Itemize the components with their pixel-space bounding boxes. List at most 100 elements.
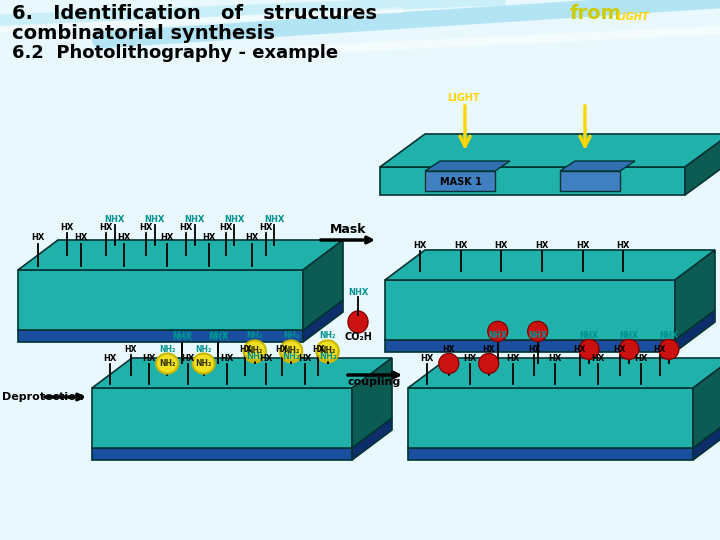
- Text: Deprotection: Deprotection: [2, 392, 84, 402]
- Text: HX: HX: [413, 241, 427, 250]
- Polygon shape: [303, 300, 343, 342]
- Text: NH₂: NH₂: [319, 353, 336, 361]
- Text: HX: HX: [549, 354, 562, 363]
- Text: NHX: NHX: [209, 332, 228, 340]
- Text: NH₂: NH₂: [283, 346, 300, 355]
- Text: HX: HX: [32, 233, 45, 242]
- Bar: [425, 171, 495, 191]
- Text: HX: HX: [181, 354, 194, 363]
- Text: 6.2  Photolithography - example: 6.2 Photolithography - example: [12, 44, 338, 62]
- Text: NH₂: NH₂: [247, 332, 263, 340]
- Text: HX: HX: [591, 354, 605, 363]
- Bar: [560, 171, 620, 191]
- Text: HX: HX: [220, 223, 233, 232]
- Text: NHX: NHX: [224, 214, 245, 224]
- Text: HX: HX: [654, 345, 666, 354]
- Text: HX: HX: [574, 345, 586, 354]
- Text: HX: HX: [259, 223, 273, 232]
- Polygon shape: [18, 330, 303, 342]
- Text: NH₂: NH₂: [159, 345, 176, 354]
- Polygon shape: [380, 167, 685, 195]
- Text: NHX: NHX: [208, 333, 228, 342]
- Text: NHX: NHX: [264, 214, 284, 224]
- Text: LIGHT: LIGHT: [617, 12, 649, 22]
- Polygon shape: [380, 134, 720, 167]
- Polygon shape: [408, 388, 693, 448]
- Text: NH₂: NH₂: [320, 348, 336, 357]
- Polygon shape: [92, 448, 352, 460]
- Ellipse shape: [479, 354, 499, 374]
- Text: NHX: NHX: [184, 214, 204, 224]
- Ellipse shape: [317, 342, 338, 362]
- Text: HX: HX: [616, 241, 630, 250]
- Text: NH₂: NH₂: [283, 332, 300, 340]
- Text: NHX: NHX: [619, 332, 639, 340]
- Ellipse shape: [579, 340, 599, 360]
- Text: HX: HX: [74, 233, 88, 242]
- Text: NH₂: NH₂: [159, 359, 176, 368]
- Ellipse shape: [528, 321, 548, 341]
- Text: HX: HX: [576, 241, 589, 250]
- Text: NH₂: NH₂: [283, 348, 300, 357]
- Polygon shape: [18, 240, 343, 270]
- Polygon shape: [425, 161, 510, 171]
- Text: NHX: NHX: [580, 332, 598, 340]
- Text: NH₂: NH₂: [195, 359, 212, 368]
- Text: LIGHT: LIGHT: [447, 93, 480, 103]
- Text: HX: HX: [259, 354, 272, 363]
- Ellipse shape: [280, 342, 302, 362]
- Polygon shape: [675, 310, 715, 352]
- Text: HX: HX: [179, 223, 193, 232]
- Text: NHX: NHX: [145, 214, 165, 224]
- Text: HX: HX: [220, 354, 233, 363]
- Text: HX: HX: [463, 354, 477, 363]
- Text: HX: HX: [506, 354, 519, 363]
- Text: NHX: NHX: [528, 332, 547, 340]
- Ellipse shape: [438, 354, 459, 374]
- Polygon shape: [352, 358, 392, 448]
- Polygon shape: [693, 418, 720, 460]
- Text: HX: HX: [140, 223, 153, 232]
- Polygon shape: [92, 358, 392, 388]
- Ellipse shape: [156, 354, 179, 374]
- Ellipse shape: [193, 354, 215, 374]
- Text: NHX: NHX: [348, 288, 368, 297]
- Text: HX: HX: [528, 345, 541, 354]
- Text: CO₂H: CO₂H: [344, 332, 372, 342]
- Polygon shape: [693, 358, 720, 448]
- Text: HX: HX: [142, 354, 156, 363]
- Text: HX: HX: [634, 354, 647, 363]
- Text: NH₂: NH₂: [282, 353, 300, 361]
- Text: HX: HX: [613, 345, 626, 354]
- Text: MASK 1: MASK 1: [440, 177, 482, 187]
- Text: NHX: NHX: [172, 333, 192, 342]
- Ellipse shape: [619, 340, 639, 360]
- Text: HX: HX: [312, 345, 324, 354]
- Text: HX: HX: [535, 241, 549, 250]
- Text: HX: HX: [103, 354, 117, 363]
- Polygon shape: [352, 418, 392, 460]
- Text: NH₂: NH₂: [246, 353, 264, 361]
- Polygon shape: [18, 300, 343, 330]
- Text: HX: HX: [276, 345, 288, 354]
- Ellipse shape: [244, 340, 266, 360]
- Polygon shape: [92, 388, 352, 448]
- Polygon shape: [685, 134, 720, 195]
- Polygon shape: [385, 310, 715, 340]
- Text: NHX: NHX: [104, 214, 125, 224]
- Text: HX: HX: [60, 223, 73, 232]
- Polygon shape: [408, 448, 693, 460]
- Text: HX: HX: [298, 354, 312, 363]
- Text: HX: HX: [117, 233, 130, 242]
- Text: HX: HX: [420, 354, 433, 363]
- Polygon shape: [560, 161, 635, 171]
- Ellipse shape: [488, 321, 508, 341]
- Polygon shape: [92, 418, 392, 448]
- Ellipse shape: [659, 340, 679, 360]
- Text: NHX: NHX: [660, 332, 678, 340]
- Text: NH₂: NH₂: [320, 346, 336, 355]
- Ellipse shape: [317, 340, 338, 360]
- Polygon shape: [675, 250, 715, 340]
- Text: HX: HX: [495, 241, 508, 250]
- Polygon shape: [408, 418, 720, 448]
